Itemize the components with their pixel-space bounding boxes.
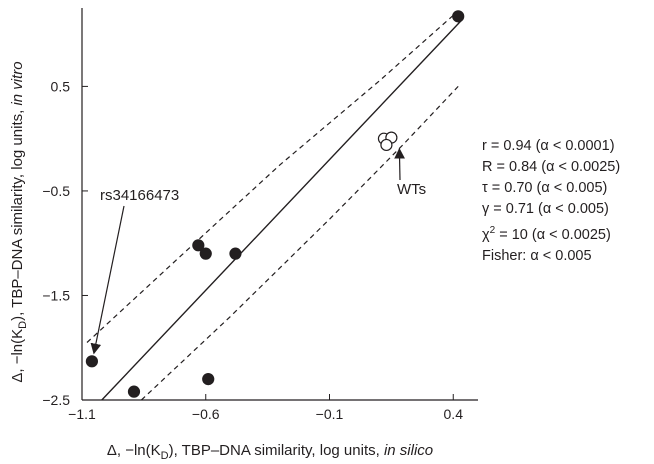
x-tick-label: 0.4 (444, 406, 464, 422)
stat-line-fisher: Fisher: α < 0.005 (482, 247, 592, 264)
x-tick-label: −0.1 (316, 406, 344, 422)
confidence-band-upper (86, 12, 457, 343)
y-tick-label: 0.5 (51, 78, 71, 94)
statistics-legend: r = 0.94 (α < 0.0001) R = 0.84 (α < 0.00… (482, 136, 620, 267)
wild-type-point (380, 138, 393, 152)
data-point (229, 247, 242, 260)
y-axis-title: Δ, −ln(KD), TBP–DNA similarity, log unit… (9, 61, 29, 382)
data-point (127, 385, 141, 398)
data-point (192, 239, 205, 252)
confidence-band-lower (140, 85, 459, 401)
y-tick-label: −2.5 (42, 392, 70, 408)
regression-line (101, 18, 464, 401)
stat-line-kendall: τ = 0.70 (α < 0.005) (482, 180, 608, 196)
stat-line-spearman: R = 0.84 (α < 0.0025) (482, 159, 621, 175)
annotation-arrow-rs34166473 (90, 205, 125, 355)
y-tick-label: −1.5 (42, 287, 70, 303)
stat-line-pearson: r = 0.94 (α < 0.0001) (482, 138, 615, 154)
stat-line-goodman: γ = 0.71 (α < 0.005) (482, 201, 609, 217)
annotation-rs34166473: rs34166473 (100, 187, 179, 204)
data-point (452, 10, 465, 23)
stat-line-chi-square: χ2 = 10 (α < 0.0025) (482, 225, 611, 243)
data-point (202, 372, 215, 386)
x-axis-title: Δ, −ln(KD), TBP–DNA similarity, log unit… (107, 442, 433, 462)
x-tick-label: −0.6 (192, 406, 220, 422)
y-tick-label: −0.5 (42, 183, 70, 199)
data-point (199, 247, 212, 260)
data-point (85, 355, 99, 368)
x-tick-label: −1.1 (68, 406, 96, 422)
annotation-arrow-wts (394, 147, 405, 181)
annotation-wts: WTs (397, 181, 426, 198)
